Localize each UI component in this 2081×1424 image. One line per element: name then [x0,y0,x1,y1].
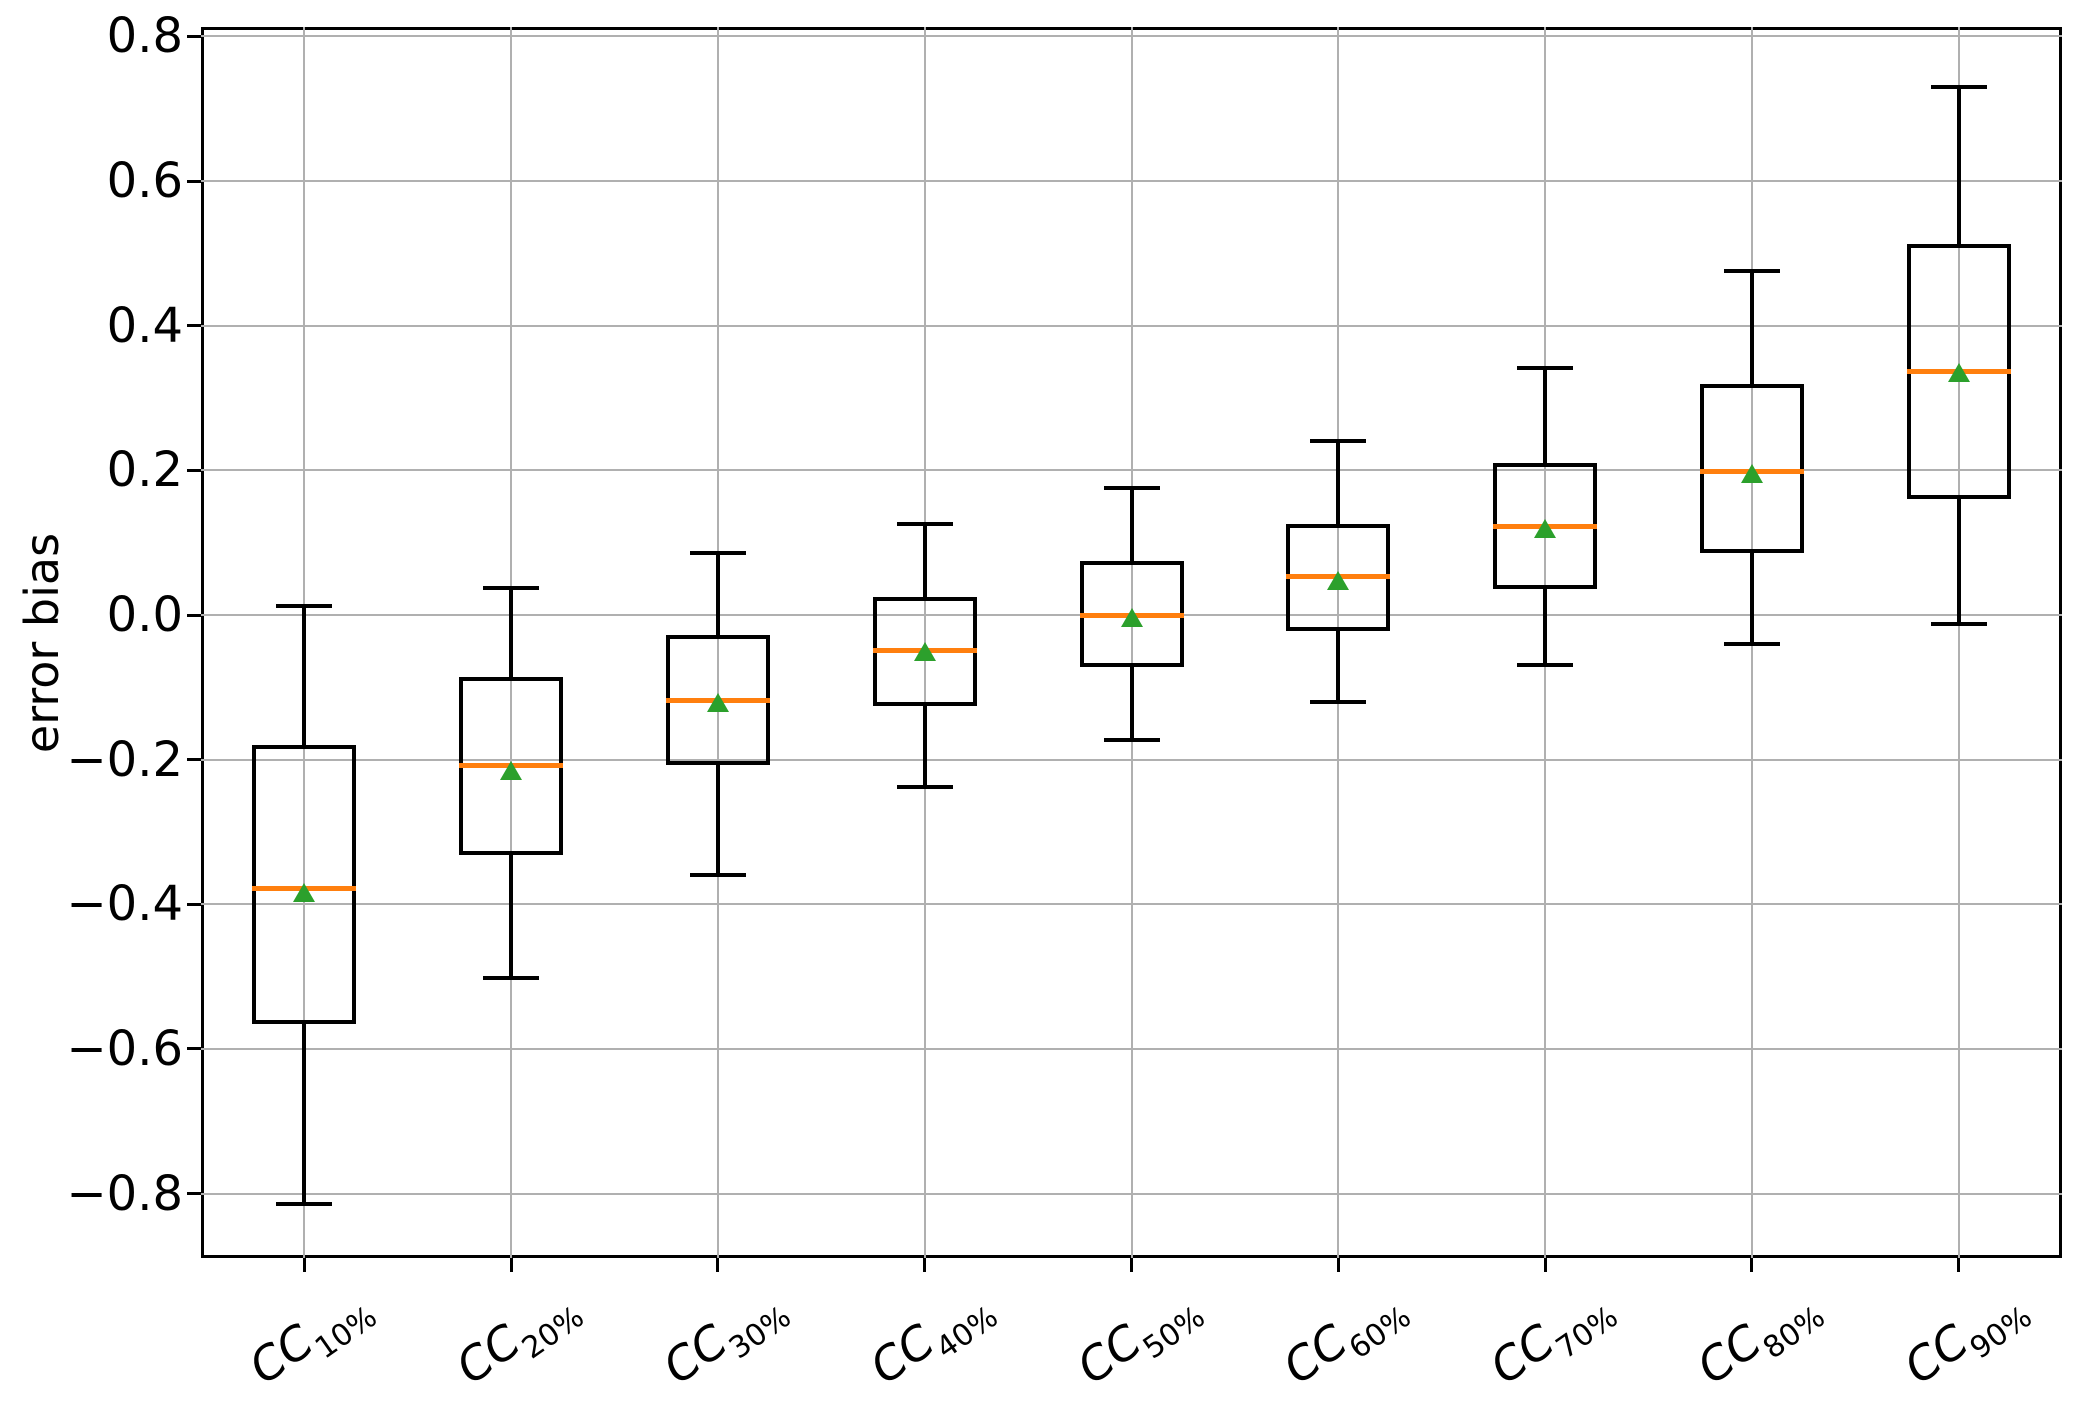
lower-whisker-CC90% [1956,499,1961,625]
y-tick-mark [187,902,201,906]
x-tick-mark [1336,1258,1340,1272]
lower-whisker-CC80% [1749,552,1754,644]
y-tick-label: −0.8 [66,1165,183,1222]
lower-cap-CC10% [276,1202,333,1207]
category-prefix: CC [1687,1313,1771,1395]
x-tick-mark [923,1258,927,1272]
category-prefix: CC [239,1313,324,1395]
y-tick-mark [187,613,201,617]
lower-whisker-CC50% [1129,667,1134,741]
x-tick-mark [1130,1258,1133,1272]
box-CC10% [252,745,357,1024]
y-tick-label: −0.2 [66,731,183,788]
upper-whisker-CC20% [509,587,514,678]
mean-marker-CC20% [500,760,523,780]
upper-whisker-CC50% [1129,487,1134,561]
y-tick-label: 0.6 [106,153,183,210]
x-tick-mark [1750,1258,1754,1272]
upper-cap-CC60% [1310,438,1367,443]
gridline-x-CC50% [1130,27,1133,1258]
x-tick-label-CC30%: CC30% [653,1278,797,1401]
category-prefix: CC [653,1313,737,1395]
upper-whisker-CC60% [1336,440,1341,524]
y-tick-mark [187,34,201,38]
mean-marker-CC30% [706,693,729,713]
category-prefix: CC [1273,1313,1358,1395]
upper-cap-CC30% [689,550,746,555]
y-tick-label: 0.8 [106,8,183,65]
y-axis-label: error bias [15,532,69,754]
y-tick-mark [187,758,201,762]
lower-whisker-CC60% [1336,630,1341,702]
y-tick-mark [187,324,201,328]
mean-marker-CC60% [1327,571,1350,591]
x-tick-mark [716,1258,720,1272]
mean-marker-CC90% [1947,363,1970,383]
upper-whisker-CC10% [302,606,307,746]
y-tick-label: 0.0 [106,587,183,644]
x-tick-label-CC80%: CC80% [1687,1278,1831,1401]
category-prefix: CC [1480,1313,1564,1395]
box-CC80% [1699,384,1804,553]
upper-cap-CC80% [1723,268,1780,273]
y-tick-label: 0.4 [106,297,183,354]
upper-whisker-CC80% [1749,270,1754,385]
upper-cap-CC10% [276,604,333,609]
y-tick-label: 0.2 [106,442,183,499]
upper-cap-CC40% [896,521,953,526]
x-tick-mark [302,1258,306,1272]
mean-marker-CC40% [913,641,936,661]
x-tick-label-CC20%: CC20% [446,1278,590,1401]
upper-cap-CC50% [1103,485,1160,490]
mean-marker-CC70% [1534,518,1557,538]
lower-cap-CC40% [896,785,953,790]
x-tick-mark [509,1258,513,1272]
y-tick-mark [187,1047,201,1051]
lower-whisker-CC70% [1543,588,1548,665]
gridline-x-CC30% [716,27,719,1258]
upper-whisker-CC90% [1956,87,1961,244]
mean-marker-CC10% [293,883,316,903]
y-tick-mark [187,1192,201,1196]
lower-cap-CC90% [1930,622,1987,627]
x-tick-label-CC50%: CC50% [1066,1278,1211,1401]
x-tick-mark [1543,1258,1547,1272]
mean-marker-CC50% [1120,607,1143,627]
x-tick-label-CC70%: CC70% [1480,1278,1624,1401]
category-prefix: CC [1066,1313,1151,1395]
category-prefix: CC [446,1313,531,1395]
category-prefix: CC [1893,1313,1978,1395]
lower-cap-CC70% [1517,662,1574,667]
x-tick-mark [1957,1258,1961,1272]
y-tick-label: −0.6 [66,1020,183,1077]
lower-whisker-CC20% [509,855,514,979]
category-prefix: CC [860,1313,944,1395]
lower-whisker-CC10% [302,1023,307,1205]
lower-cap-CC20% [483,976,540,981]
lower-cap-CC50% [1103,738,1160,743]
x-tick-label-CC60%: CC60% [1273,1278,1418,1401]
gridline-x-CC90% [1957,27,1960,1258]
x-tick-label-CC10%: CC10% [239,1278,384,1401]
x-tick-label-CC90%: CC90% [1893,1278,2038,1401]
upper-cap-CC70% [1517,365,1574,370]
upper-cap-CC20% [483,585,540,590]
mean-marker-CC80% [1740,463,1763,483]
lower-cap-CC60% [1310,699,1367,704]
lower-whisker-CC30% [715,765,720,876]
upper-cap-CC90% [1930,85,1987,90]
lower-cap-CC30% [689,873,746,878]
lower-cap-CC80% [1723,641,1780,646]
x-tick-label-CC40%: CC40% [860,1278,1004,1401]
upper-whisker-CC70% [1543,367,1548,464]
upper-whisker-CC40% [922,523,927,597]
y-tick-label: −0.4 [66,876,183,933]
y-tick-mark [187,468,201,472]
upper-whisker-CC30% [715,552,720,636]
lower-whisker-CC40% [922,706,927,788]
y-tick-mark [187,179,201,183]
